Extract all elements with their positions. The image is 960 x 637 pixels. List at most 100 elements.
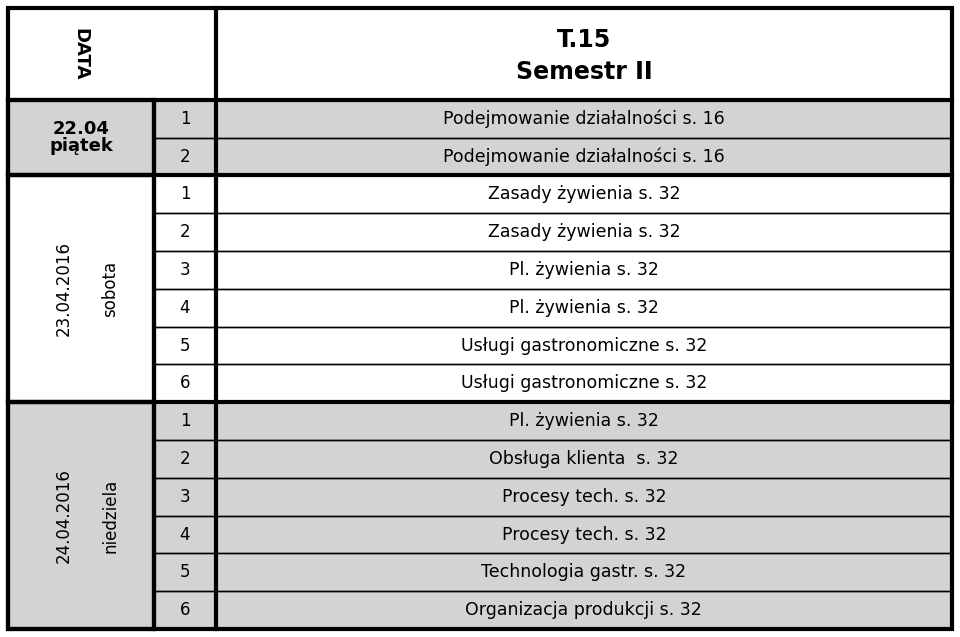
Text: piątek: piątek [49,137,113,155]
Text: Pl. żywienia s. 32: Pl. żywienia s. 32 [509,299,659,317]
Bar [155,175,216,213]
Bar [216,213,952,251]
Bar [216,364,952,402]
Bar [8,402,155,629]
Bar [216,289,952,327]
Bar [8,8,216,100]
Bar [8,100,155,175]
Text: 6: 6 [180,601,190,619]
Bar [155,100,216,138]
Bar [216,554,952,591]
Text: sobota: sobota [102,261,119,317]
Text: Podejmowanie działalności s. 16: Podejmowanie działalności s. 16 [443,147,725,166]
Text: 22.04: 22.04 [53,120,109,138]
Text: 6: 6 [180,375,190,392]
Bar [155,515,216,554]
Bar [155,478,216,515]
Bar [155,138,216,175]
Bar [216,138,952,175]
Text: Technologia gastr. s. 32: Technologia gastr. s. 32 [481,563,686,582]
Text: Usługi gastronomiczne s. 32: Usługi gastronomiczne s. 32 [461,336,707,355]
Text: 24.04.2016: 24.04.2016 [55,468,73,563]
Text: 1: 1 [180,110,190,128]
Text: Pl. żywienia s. 32: Pl. żywienia s. 32 [509,412,659,430]
Bar [155,289,216,327]
Bar [216,402,952,440]
Text: Organizacja produkcji s. 32: Organizacja produkcji s. 32 [466,601,702,619]
Bar [155,478,216,515]
Bar [155,289,216,327]
Bar [155,515,216,554]
Text: 5: 5 [180,563,190,582]
Bar [155,327,216,364]
Bar [216,478,952,515]
Bar [155,251,216,289]
Bar [155,440,216,478]
Text: Procesy tech. s. 32: Procesy tech. s. 32 [501,526,666,543]
Bar [155,138,216,175]
Text: 3: 3 [180,488,190,506]
Text: T.15: T.15 [557,28,611,52]
Text: Obsługa klienta  s. 32: Obsługa klienta s. 32 [489,450,679,468]
Text: DATA: DATA [72,28,89,80]
Bar [155,402,216,440]
Bar [216,591,952,629]
Bar [216,327,952,364]
Text: 1: 1 [180,412,190,430]
Text: 4: 4 [180,299,190,317]
Bar [216,402,952,440]
Bar [216,251,952,289]
Bar [155,591,216,629]
Text: 1: 1 [180,185,190,203]
Text: Zasady żywienia s. 32: Zasady żywienia s. 32 [488,185,680,203]
Text: 23.04.2016: 23.04.2016 [55,241,73,336]
Bar [216,364,952,402]
Bar [155,213,216,251]
Text: Procesy tech. s. 32: Procesy tech. s. 32 [501,488,666,506]
Bar [155,327,216,364]
Text: 2: 2 [180,148,190,166]
Bar [155,591,216,629]
Bar [216,138,952,175]
Bar [155,175,216,213]
Text: 4: 4 [180,526,190,543]
Bar [216,478,952,515]
Text: Zasady żywienia s. 32: Zasady żywienia s. 32 [488,223,680,241]
Bar [155,364,216,402]
Text: Pl. żywienia s. 32: Pl. żywienia s. 32 [509,261,659,279]
Bar [155,251,216,289]
Bar [216,100,952,138]
Bar [155,213,216,251]
Bar [216,554,952,591]
Bar [8,175,155,402]
Bar [216,213,952,251]
Bar [155,554,216,591]
Bar [155,402,216,440]
Bar [216,515,952,554]
Bar [155,100,216,138]
Bar [216,515,952,554]
Bar [216,100,952,138]
Text: 2: 2 [180,223,190,241]
Bar [8,402,155,629]
Text: Semestr II: Semestr II [516,61,652,84]
Text: 3: 3 [180,261,190,279]
Text: niedziela: niedziela [102,478,119,553]
Bar [155,554,216,591]
Bar [216,289,952,327]
Bar [155,440,216,478]
Bar [216,591,952,629]
Bar [216,8,952,100]
Text: Podejmowanie działalności s. 16: Podejmowanie działalności s. 16 [443,110,725,128]
Bar [8,100,155,175]
Text: Usługi gastronomiczne s. 32: Usługi gastronomiczne s. 32 [461,375,707,392]
Bar [216,175,952,213]
Bar [8,175,155,402]
Text: 2: 2 [180,450,190,468]
Bar [216,251,952,289]
Bar [216,327,952,364]
Bar [216,440,952,478]
Bar [155,364,216,402]
Bar [216,175,952,213]
Text: 5: 5 [180,336,190,355]
